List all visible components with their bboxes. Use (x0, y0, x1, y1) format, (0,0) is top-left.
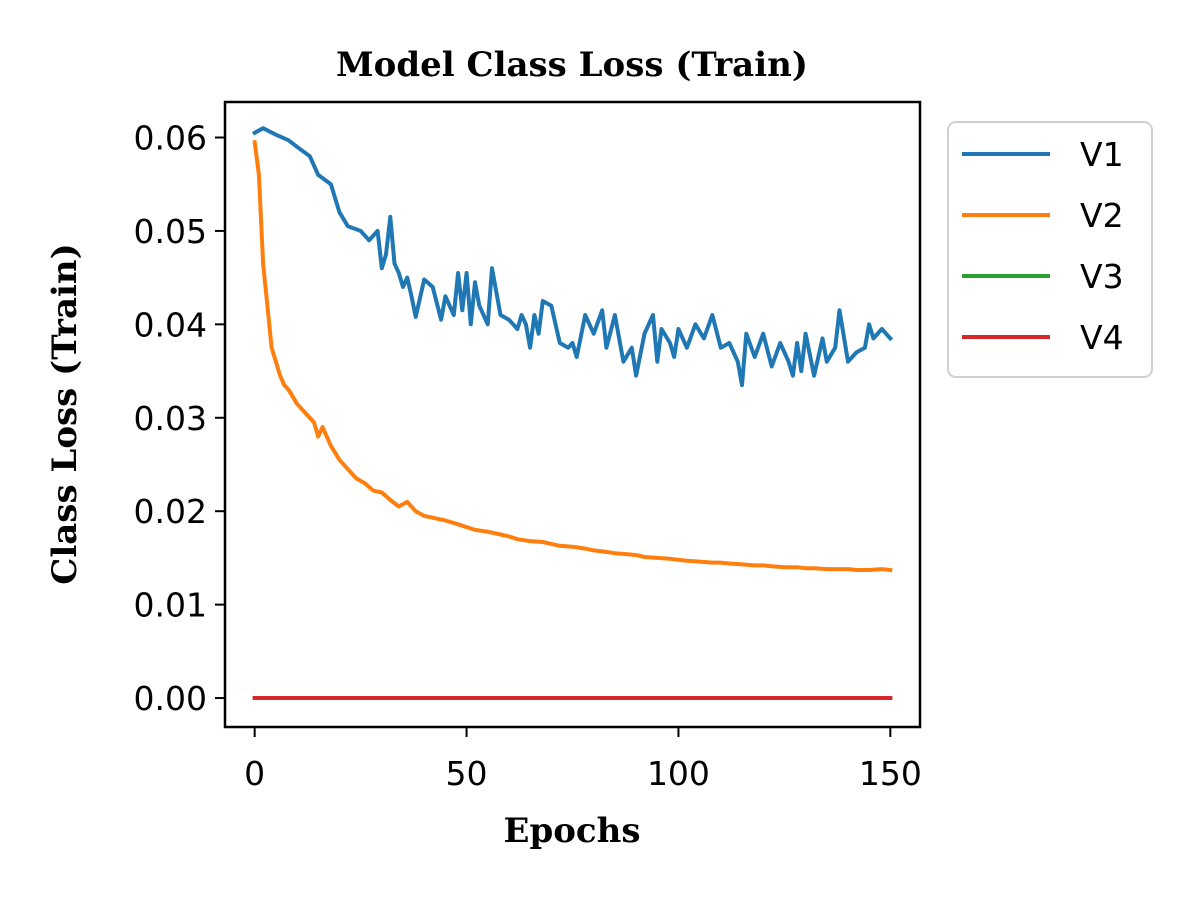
series-line-v1 (251, 126, 894, 388)
y-tick-label: 0.06 (134, 119, 207, 158)
x-axis-label: Epochs (504, 811, 641, 851)
y-tick-label: 0.00 (134, 679, 207, 718)
plot-frame (223, 100, 922, 729)
legend-label-v1: V1 (1080, 135, 1124, 174)
legend: V1 V2 V3 V4 (947, 121, 1153, 378)
chart-title: Model Class Loss (Train) (336, 45, 808, 85)
y-tick-label: 0.02 (134, 492, 207, 531)
x-axis: 0 50 100 150 (244, 727, 922, 793)
plot-lines (251, 126, 894, 700)
legend-box (947, 121, 1153, 378)
y-tick-label: 0.04 (134, 305, 207, 344)
legend-label-v2: V2 (1080, 196, 1124, 235)
legend-label-v4: V4 (1080, 318, 1124, 357)
y-tick-label: 0.05 (134, 212, 207, 251)
x-tick-label: 50 (446, 754, 488, 793)
legend-label-v3: V3 (1080, 257, 1124, 296)
y-axis: 0.00 0.01 0.02 0.03 0.04 0.05 0.06 (134, 119, 225, 718)
y-tick-label: 0.03 (134, 399, 207, 438)
x-tick-label: 100 (647, 754, 710, 793)
y-tick-label: 0.01 (134, 586, 207, 625)
x-tick-label: 150 (859, 754, 922, 793)
x-tick-label: 0 (244, 754, 265, 793)
series-line-v2 (252, 139, 893, 573)
y-axis-label: Class Loss (Train) (45, 243, 85, 584)
